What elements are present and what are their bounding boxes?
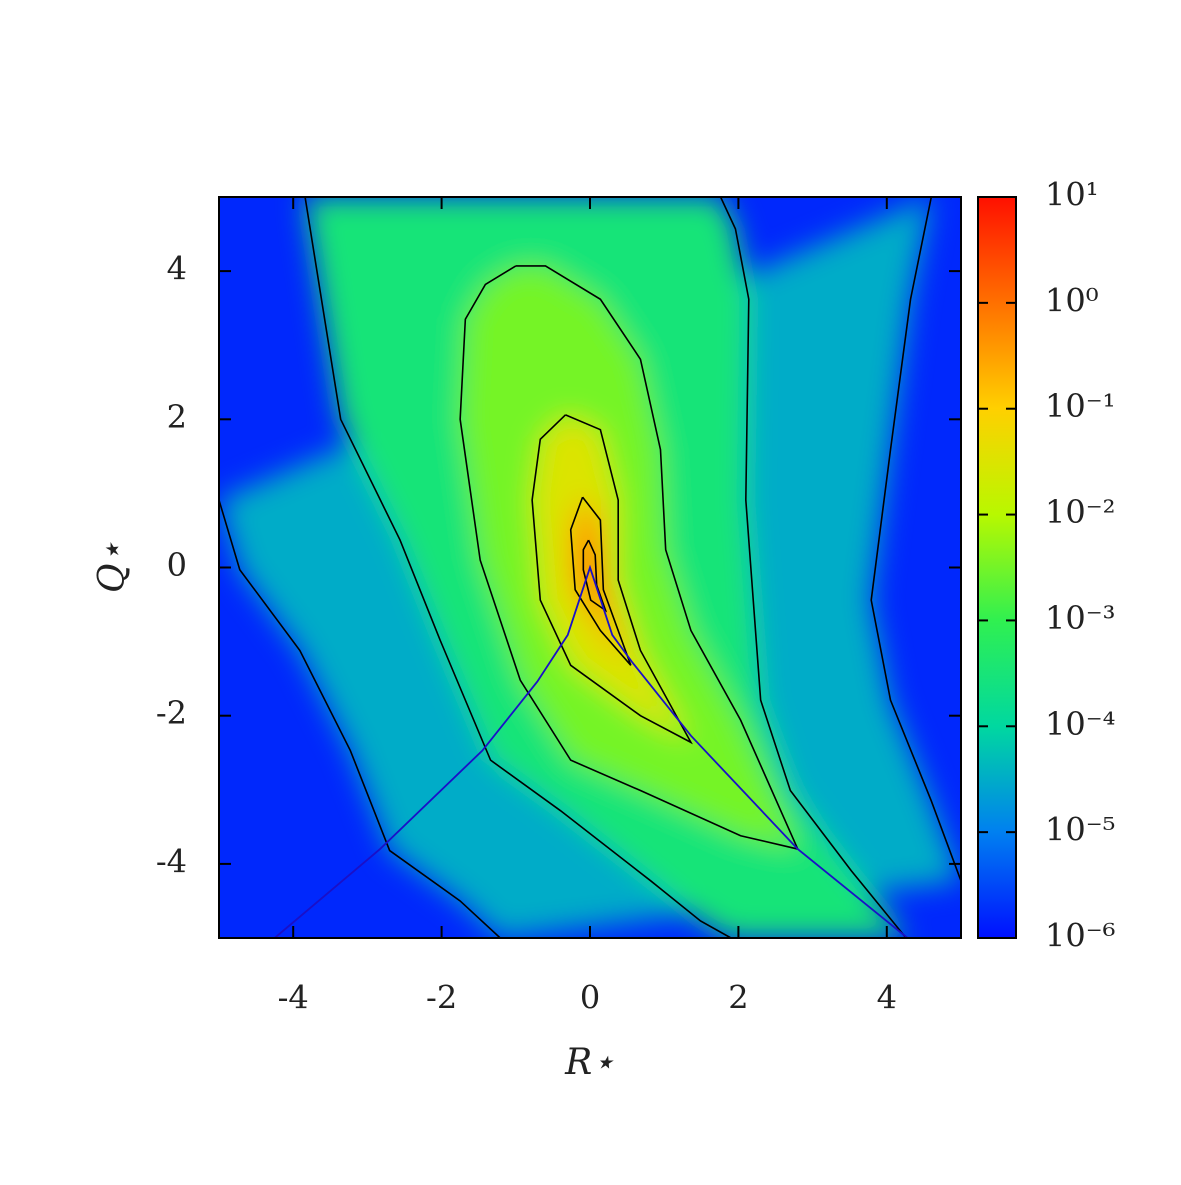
contour-line	[569, 496, 632, 666]
x-tick-label: -4	[278, 979, 309, 1017]
contour-line	[531, 414, 693, 745]
colorbar-tick-label: 10⁻⁴	[1045, 705, 1115, 743]
x-tick-label: 4	[877, 979, 897, 1017]
colorbar-tick-label: 10⁻³	[1045, 599, 1115, 637]
density-region	[532, 414, 691, 743]
colorbar-tick-label: 10⁻⁵	[1045, 811, 1115, 849]
y-tick-label: -2	[156, 694, 187, 732]
density-region	[570, 497, 631, 666]
contour-line	[459, 265, 800, 851]
y-tick-label: 4	[167, 250, 187, 288]
x-tick-label: 0	[580, 979, 600, 1017]
colorbar-tick-label: 10⁻¹	[1045, 387, 1115, 425]
y-tick-label: -4	[156, 842, 187, 880]
colorbar	[977, 196, 1017, 939]
x-axis-label: R⋆	[564, 1042, 615, 1083]
contour-line	[582, 539, 608, 613]
x-tick-label: -2	[426, 979, 457, 1017]
axes: -4 -2 0 2 4 -4 -2 0 2 4 10⁻⁶ 10⁻⁵ 10⁻⁴ 10⁻³ 10⁻² 10⁻¹ 10…	[156, 176, 1116, 1017]
y-axis-label: Q⋆	[92, 541, 133, 593]
colorbar-tick-label: 10⁻²	[1045, 493, 1115, 531]
y-tick-label: 0	[167, 546, 187, 584]
density-region	[583, 540, 606, 611]
colorbar-tick-label: 10⁻⁶	[1045, 917, 1115, 955]
vieillefosse-line	[274, 564, 909, 938]
density-region	[460, 265, 798, 850]
contour-line	[219, 197, 961, 938]
colorbar-tick-label: 10¹	[1045, 176, 1099, 214]
colorbar-tick-label: 10⁰	[1045, 281, 1099, 319]
x-tick-label: 2	[728, 979, 748, 1017]
y-tick-label: 2	[167, 398, 187, 436]
contour-lines	[219, 197, 961, 938]
contour-line	[304, 197, 907, 938]
